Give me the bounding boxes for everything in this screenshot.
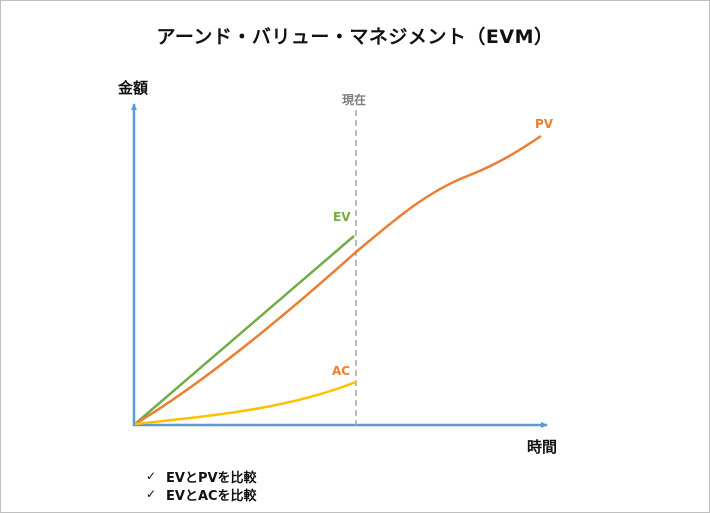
ac-curve [134,380,357,426]
note-item: ✓ EVとACを比較 [146,485,257,504]
x-axis-label: 時間 [527,438,558,456]
note-text: EVとPVを比較 [166,470,257,486]
current-time-label: 現在 [342,93,367,107]
comparison-notes: ✓ EVとPVを比較 ✓ EVとACを比較 [146,467,257,504]
y-axis-label: 金額 [118,79,149,97]
diagram-title: アーンド・バリュー・マネジメント（EVM） [156,26,554,48]
note-item: ✓ EVとPVを比較 [146,467,257,486]
check-icon: ✓ [146,487,157,501]
ev-line [134,235,355,425]
note-text: EVとACを比較 [166,488,257,504]
pv-label: PV [535,117,554,131]
ac-label: AC [332,364,351,378]
ev-label: EV [333,210,351,224]
check-icon: ✓ [146,469,157,483]
pv-curve [134,134,542,426]
